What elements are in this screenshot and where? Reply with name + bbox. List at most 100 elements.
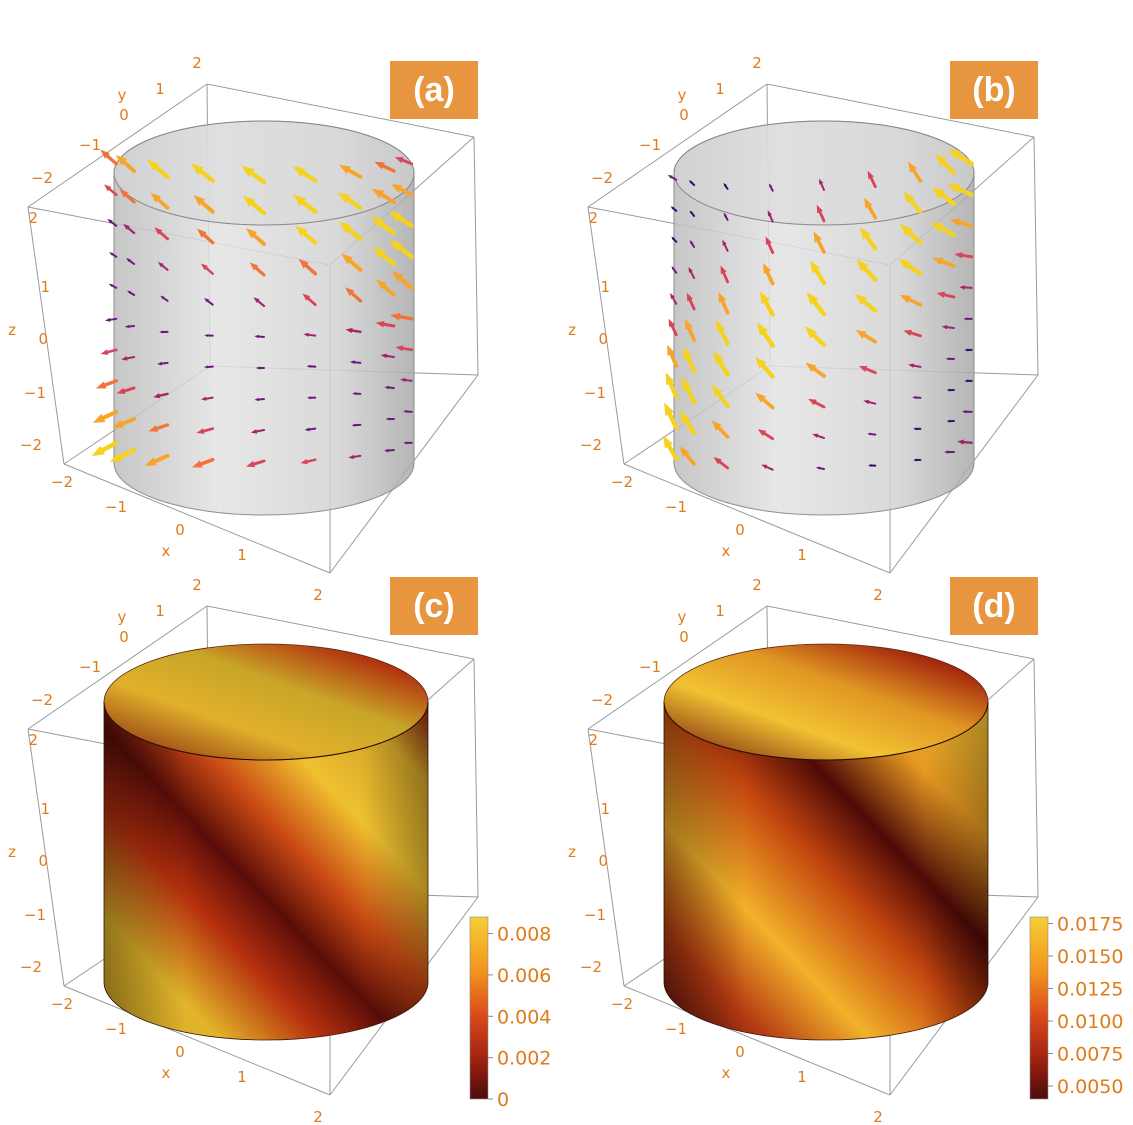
z-tick-label: 2 (28, 731, 38, 749)
vector-arrow (345, 327, 362, 334)
vector-arrow (903, 329, 922, 338)
cylinder-top-rim (113, 120, 415, 226)
vector-arrow (679, 446, 696, 466)
vector-arrow (863, 399, 877, 405)
y-tick-label: 2 (752, 54, 762, 72)
y-tick-label: −2 (31, 691, 53, 709)
vector-arrow (898, 258, 923, 276)
vector-arrow (190, 163, 215, 183)
vector-arrow (948, 148, 974, 167)
vector-arrow (856, 259, 878, 282)
x-tick-label: 0 (735, 521, 745, 539)
colorbar-tick-label: 0.0050 (1057, 1076, 1123, 1098)
vector-arrow (403, 441, 413, 445)
x-axis-label: x (162, 1064, 171, 1082)
box-edge (206, 83, 475, 138)
box-edge (623, 985, 891, 1096)
x-tick-label: −1 (105, 1020, 127, 1038)
vector-arrow (763, 262, 775, 286)
vector-arrow (964, 348, 973, 352)
vector-arrow (160, 295, 169, 302)
colorbar-tick-label: 0.0150 (1057, 946, 1123, 968)
y-tick-label: 2 (192, 576, 202, 594)
vector-arrow (686, 292, 696, 311)
box-edge (587, 728, 625, 987)
colorbar-tick-label: 0.004 (497, 1006, 551, 1028)
vector-arrow (304, 427, 317, 432)
vector-arrow (944, 450, 955, 454)
colorbar-tick-label: 0.006 (497, 965, 551, 987)
x-tick-label: −2 (51, 473, 73, 491)
box-edge (766, 605, 1035, 660)
x-tick-label: 2 (873, 1108, 883, 1125)
x-tick-label: 1 (797, 1068, 807, 1086)
vector-arrow (913, 458, 922, 462)
vector-arrow (867, 432, 877, 436)
vector-arrow (681, 377, 697, 405)
box-edge (587, 605, 768, 730)
z-axis-label: z (568, 843, 576, 861)
y-axis-label: y (678, 608, 687, 626)
panel-d: 0.0175 0.0150 0.0125 0.0100 0.0075 0.0050 −2 −1… (568, 576, 1123, 1125)
vector-arrow (769, 183, 774, 192)
vector-arrow (912, 396, 922, 400)
vector-arrow (295, 225, 318, 245)
vector-arrow (109, 252, 118, 258)
x-tick-label: 2 (313, 1108, 323, 1125)
y-tick-label: −2 (591, 691, 613, 709)
vector-arrow (954, 252, 974, 259)
vector-arrow (945, 357, 955, 361)
z-tick-label: 0 (38, 852, 48, 870)
vector-arrow (302, 293, 317, 307)
z-tick-label: 0 (598, 852, 608, 870)
colorbar-tick-label: 0.0100 (1057, 1011, 1123, 1033)
z-tick-label: 2 (28, 209, 38, 227)
box-edge (27, 83, 208, 208)
vector-arrow (903, 191, 923, 214)
vector-arrow (947, 184, 974, 197)
z-tick-label: 2 (588, 209, 598, 227)
vector-arrow (249, 262, 266, 277)
vector-arrow (685, 318, 696, 342)
vector-arrow (765, 236, 775, 255)
vector-arrow (253, 297, 266, 308)
vector-arrow (390, 312, 414, 321)
vector-arrow (204, 334, 214, 338)
panel-label-b: (b) (950, 61, 1038, 119)
x-tick-label: 0 (735, 1043, 745, 1061)
vector-arrow (150, 192, 170, 210)
colorbar-tick-label: 0.0125 (1057, 979, 1123, 1001)
y-tick-label: −1 (79, 136, 101, 154)
cylinder-rim-front (103, 701, 429, 761)
vector-arrow (157, 361, 169, 366)
cylinder-interior (104, 644, 428, 760)
vector-arrow (858, 365, 877, 375)
cylinder-rim (663, 643, 989, 703)
x-tick-label: −1 (105, 498, 127, 516)
y-tick-label: 1 (155, 602, 165, 620)
vector-arrow (755, 392, 775, 410)
vector-arrow (147, 159, 170, 179)
box-edge (766, 83, 1035, 138)
z-tick-label: 1 (600, 278, 610, 296)
vector-arrow (385, 417, 395, 421)
vector-arrow (338, 221, 363, 242)
vector-arrow (293, 194, 318, 214)
vector-arrow (104, 317, 118, 322)
vector-arrow (854, 293, 878, 313)
y-axis-label: y (118, 86, 127, 104)
cylinder-rim (103, 643, 429, 703)
vector-arrow (664, 402, 679, 431)
vector-arrow (813, 231, 826, 254)
vector-arrow (941, 325, 955, 330)
vector-arrow (144, 453, 170, 466)
vector-arrow (384, 448, 395, 453)
surface-shading (104, 702, 428, 1040)
vector-arrow (665, 372, 679, 399)
y-tick-label: 2 (752, 576, 762, 594)
vector-arrow (689, 210, 696, 217)
vector-arrow (242, 195, 267, 216)
y-tick-label: −2 (31, 169, 53, 187)
cylinder-rim-front (663, 701, 989, 761)
